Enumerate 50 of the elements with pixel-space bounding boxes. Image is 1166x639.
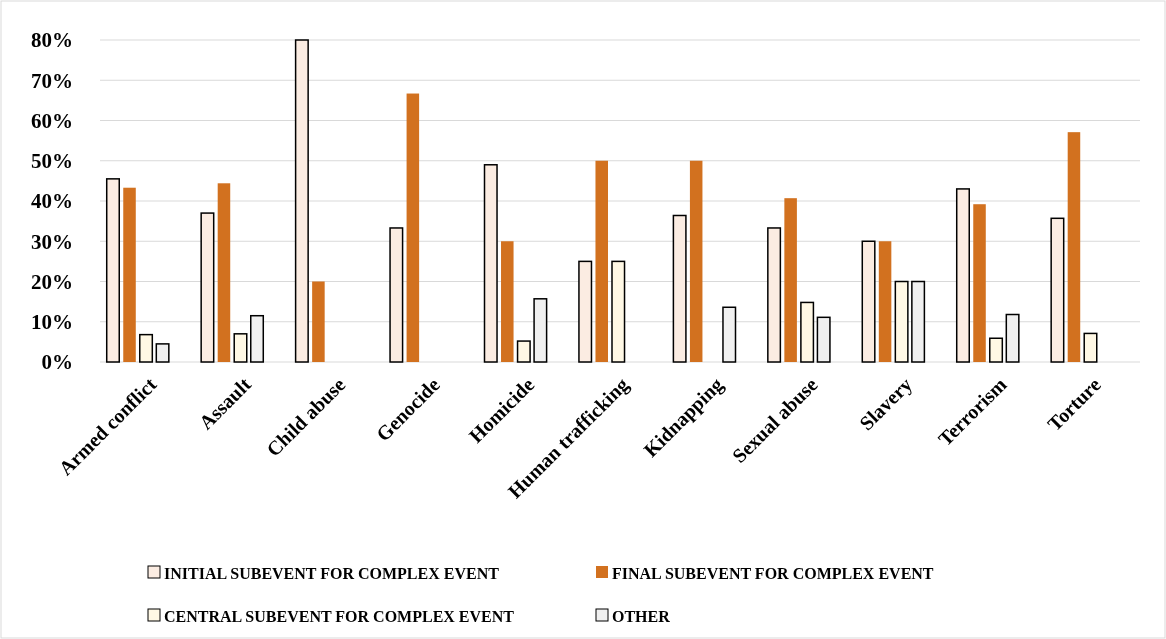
y-tick-label: 40% bbox=[31, 189, 73, 214]
bar bbox=[595, 160, 608, 362]
bar bbox=[989, 337, 1004, 363]
bar bbox=[105, 178, 120, 363]
y-tick-label: 0% bbox=[41, 350, 73, 375]
bar bbox=[955, 188, 970, 363]
legend-label: CENTRAL SUBEVENT FOR COMPLEX EVENT bbox=[164, 607, 515, 625]
bar bbox=[501, 241, 514, 362]
bar bbox=[389, 227, 404, 363]
bar bbox=[200, 212, 215, 363]
bar bbox=[123, 187, 136, 362]
bar bbox=[784, 198, 797, 362]
bar bbox=[973, 204, 986, 362]
bar bbox=[722, 306, 737, 363]
bar bbox=[767, 227, 782, 363]
legend-label: INITIAL SUBEVENT FOR COMPLEX EVENT bbox=[164, 564, 500, 582]
bar bbox=[139, 333, 154, 363]
bar bbox=[816, 316, 831, 363]
bar bbox=[878, 241, 892, 362]
bar bbox=[1050, 217, 1065, 363]
y-tick-label: 10% bbox=[31, 310, 73, 335]
legend-label: FINAL SUBEVENT FOR COMPLEX EVENT bbox=[612, 564, 934, 582]
legend-label: OTHER bbox=[612, 607, 671, 625]
y-tick-label: 80% bbox=[31, 28, 73, 53]
bar bbox=[483, 164, 498, 363]
bar bbox=[611, 260, 626, 363]
y-tick-label: 20% bbox=[31, 269, 73, 294]
bar bbox=[516, 340, 531, 363]
bar bbox=[861, 240, 876, 363]
bar bbox=[1083, 332, 1098, 363]
y-tick-label: 50% bbox=[31, 149, 73, 174]
y-tick-label: 70% bbox=[31, 68, 73, 93]
bar bbox=[250, 314, 265, 363]
bar bbox=[1067, 132, 1081, 362]
bar bbox=[533, 298, 548, 363]
bar bbox=[689, 160, 703, 362]
bar bbox=[1005, 313, 1020, 363]
bar bbox=[911, 280, 926, 363]
bar bbox=[233, 333, 248, 363]
y-tick-label: 30% bbox=[31, 229, 73, 254]
bar bbox=[800, 301, 815, 363]
bar bbox=[312, 281, 325, 362]
bar bbox=[578, 260, 593, 363]
bar bbox=[672, 214, 687, 363]
bar bbox=[406, 93, 420, 362]
bar bbox=[217, 183, 231, 362]
y-tick-label: 60% bbox=[31, 108, 73, 133]
bar bbox=[894, 280, 909, 363]
bar bbox=[155, 343, 170, 363]
bar bbox=[294, 39, 309, 363]
